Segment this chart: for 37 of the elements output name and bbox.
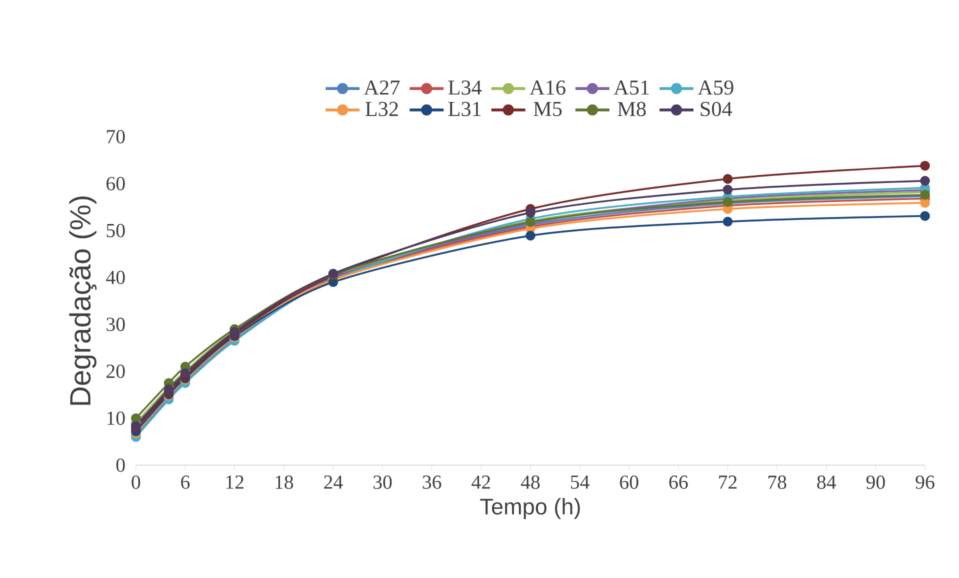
legend-label: A16 <box>530 80 566 95</box>
x-tick-label: 66 <box>669 475 688 489</box>
x-tick-label: 78 <box>768 475 786 489</box>
legend-label: M8 <box>618 102 646 116</box>
x-tick-label: 54 <box>571 475 590 489</box>
x-tick-label: 6 <box>181 475 190 489</box>
legend-label: A27 <box>364 80 400 94</box>
x-tick-label: 60 <box>620 475 638 489</box>
y-tick-label: 70 <box>106 130 125 144</box>
x-tick-label: 84 <box>817 475 836 489</box>
legend-label: L34 <box>448 80 482 95</box>
x-tick-label: 18 <box>276 475 294 489</box>
legend-label: L32 <box>365 102 398 116</box>
x-tick-label: 30 <box>374 475 392 489</box>
y-axis-title: Degradação (%) <box>69 196 97 405</box>
y-tick-label: 10 <box>107 411 125 425</box>
x-tick-label: 72 <box>719 475 737 488</box>
y-tick-label: 20 <box>106 364 125 378</box>
x-axis-title: Tempo (h) <box>480 498 580 519</box>
x-tick-label: 36 <box>422 475 442 489</box>
x-tick-label: 24 <box>324 475 343 488</box>
x-tick-label: 48 <box>520 475 540 489</box>
legend-label: L31 <box>448 102 481 116</box>
x-tick-label: 0 <box>132 475 140 489</box>
x-tick-label: 90 <box>866 475 885 489</box>
legend-label: S04 <box>700 102 732 116</box>
y-tick-label: 40 <box>106 270 125 284</box>
y-tick-label: 0 <box>116 458 125 472</box>
x-tick-label: 12 <box>226 475 244 488</box>
x-tick-label: 96 <box>916 475 934 489</box>
legend-label: M5 <box>534 102 562 116</box>
y-tick-label: 50 <box>106 224 125 238</box>
x-tick-label: 42 <box>472 475 490 488</box>
y-tick-label: 30 <box>106 317 125 331</box>
y-tick-label: 60 <box>106 176 125 190</box>
legend-label: A51 <box>614 80 649 95</box>
legend-label: A59 <box>698 80 734 95</box>
